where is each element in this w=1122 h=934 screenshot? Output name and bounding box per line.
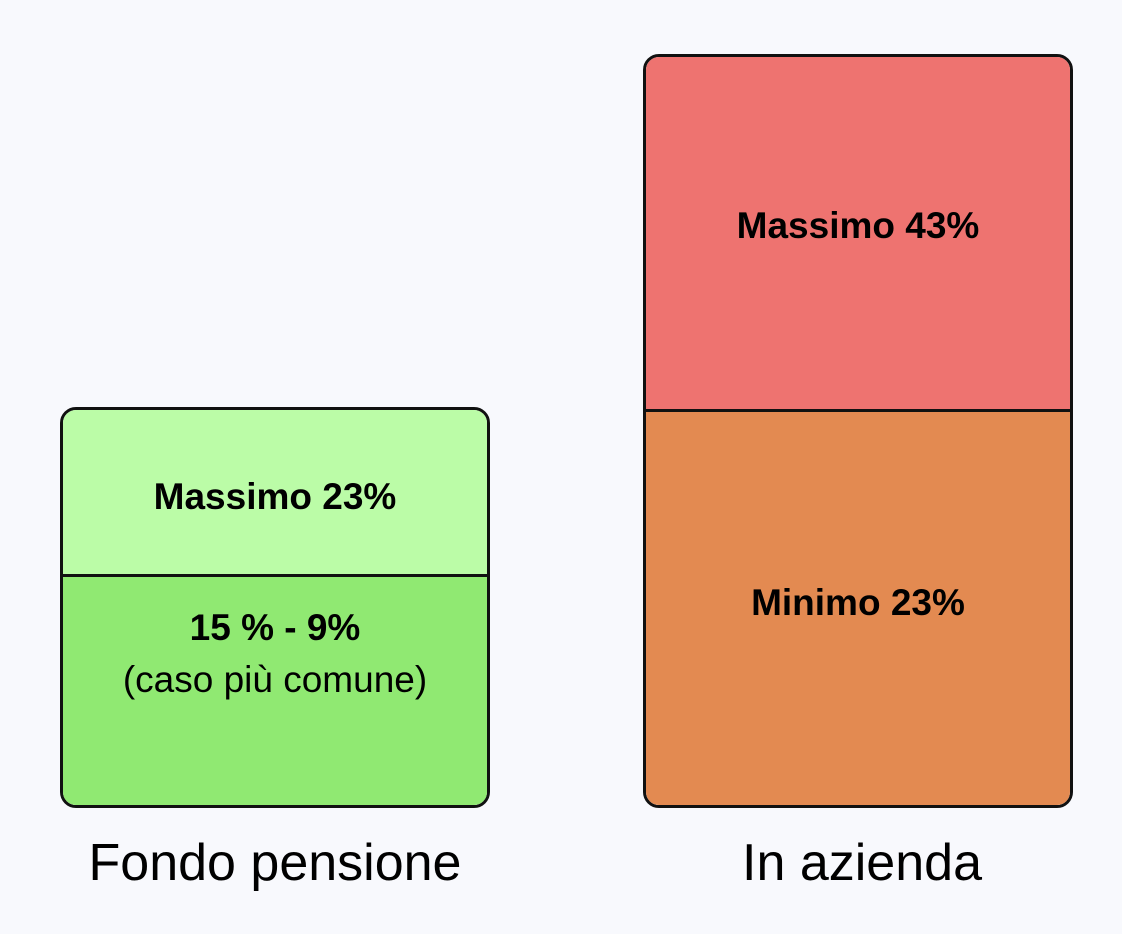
fondo-max-text: Massimo 23% xyxy=(153,476,397,517)
fondo-divider xyxy=(63,574,487,577)
azienda-max-text: Massimo 43% xyxy=(736,205,980,246)
fondo-max-segment: Massimo 23% xyxy=(63,410,487,575)
azienda-min-segment: Minimo 23% xyxy=(646,412,1070,805)
fondo-common-note: (caso più comune) xyxy=(122,659,428,700)
azienda-min-text: Minimo 23% xyxy=(751,582,965,623)
fondo-pensione-box: Massimo 23% 15 % - 9% (caso più comune) xyxy=(60,407,490,808)
fondo-common-segment: 15 % - 9% (caso più comune) xyxy=(63,577,487,805)
azienda-divider xyxy=(646,409,1070,412)
in-azienda-label: In azienda xyxy=(742,834,982,892)
fondo-common-range: 15 % - 9% xyxy=(189,607,361,648)
in-azienda-box: Massimo 43% Minimo 23% xyxy=(643,54,1073,808)
fondo-pensione-label: Fondo pensione xyxy=(88,834,462,892)
azienda-max-segment: Massimo 43% xyxy=(646,57,1070,410)
